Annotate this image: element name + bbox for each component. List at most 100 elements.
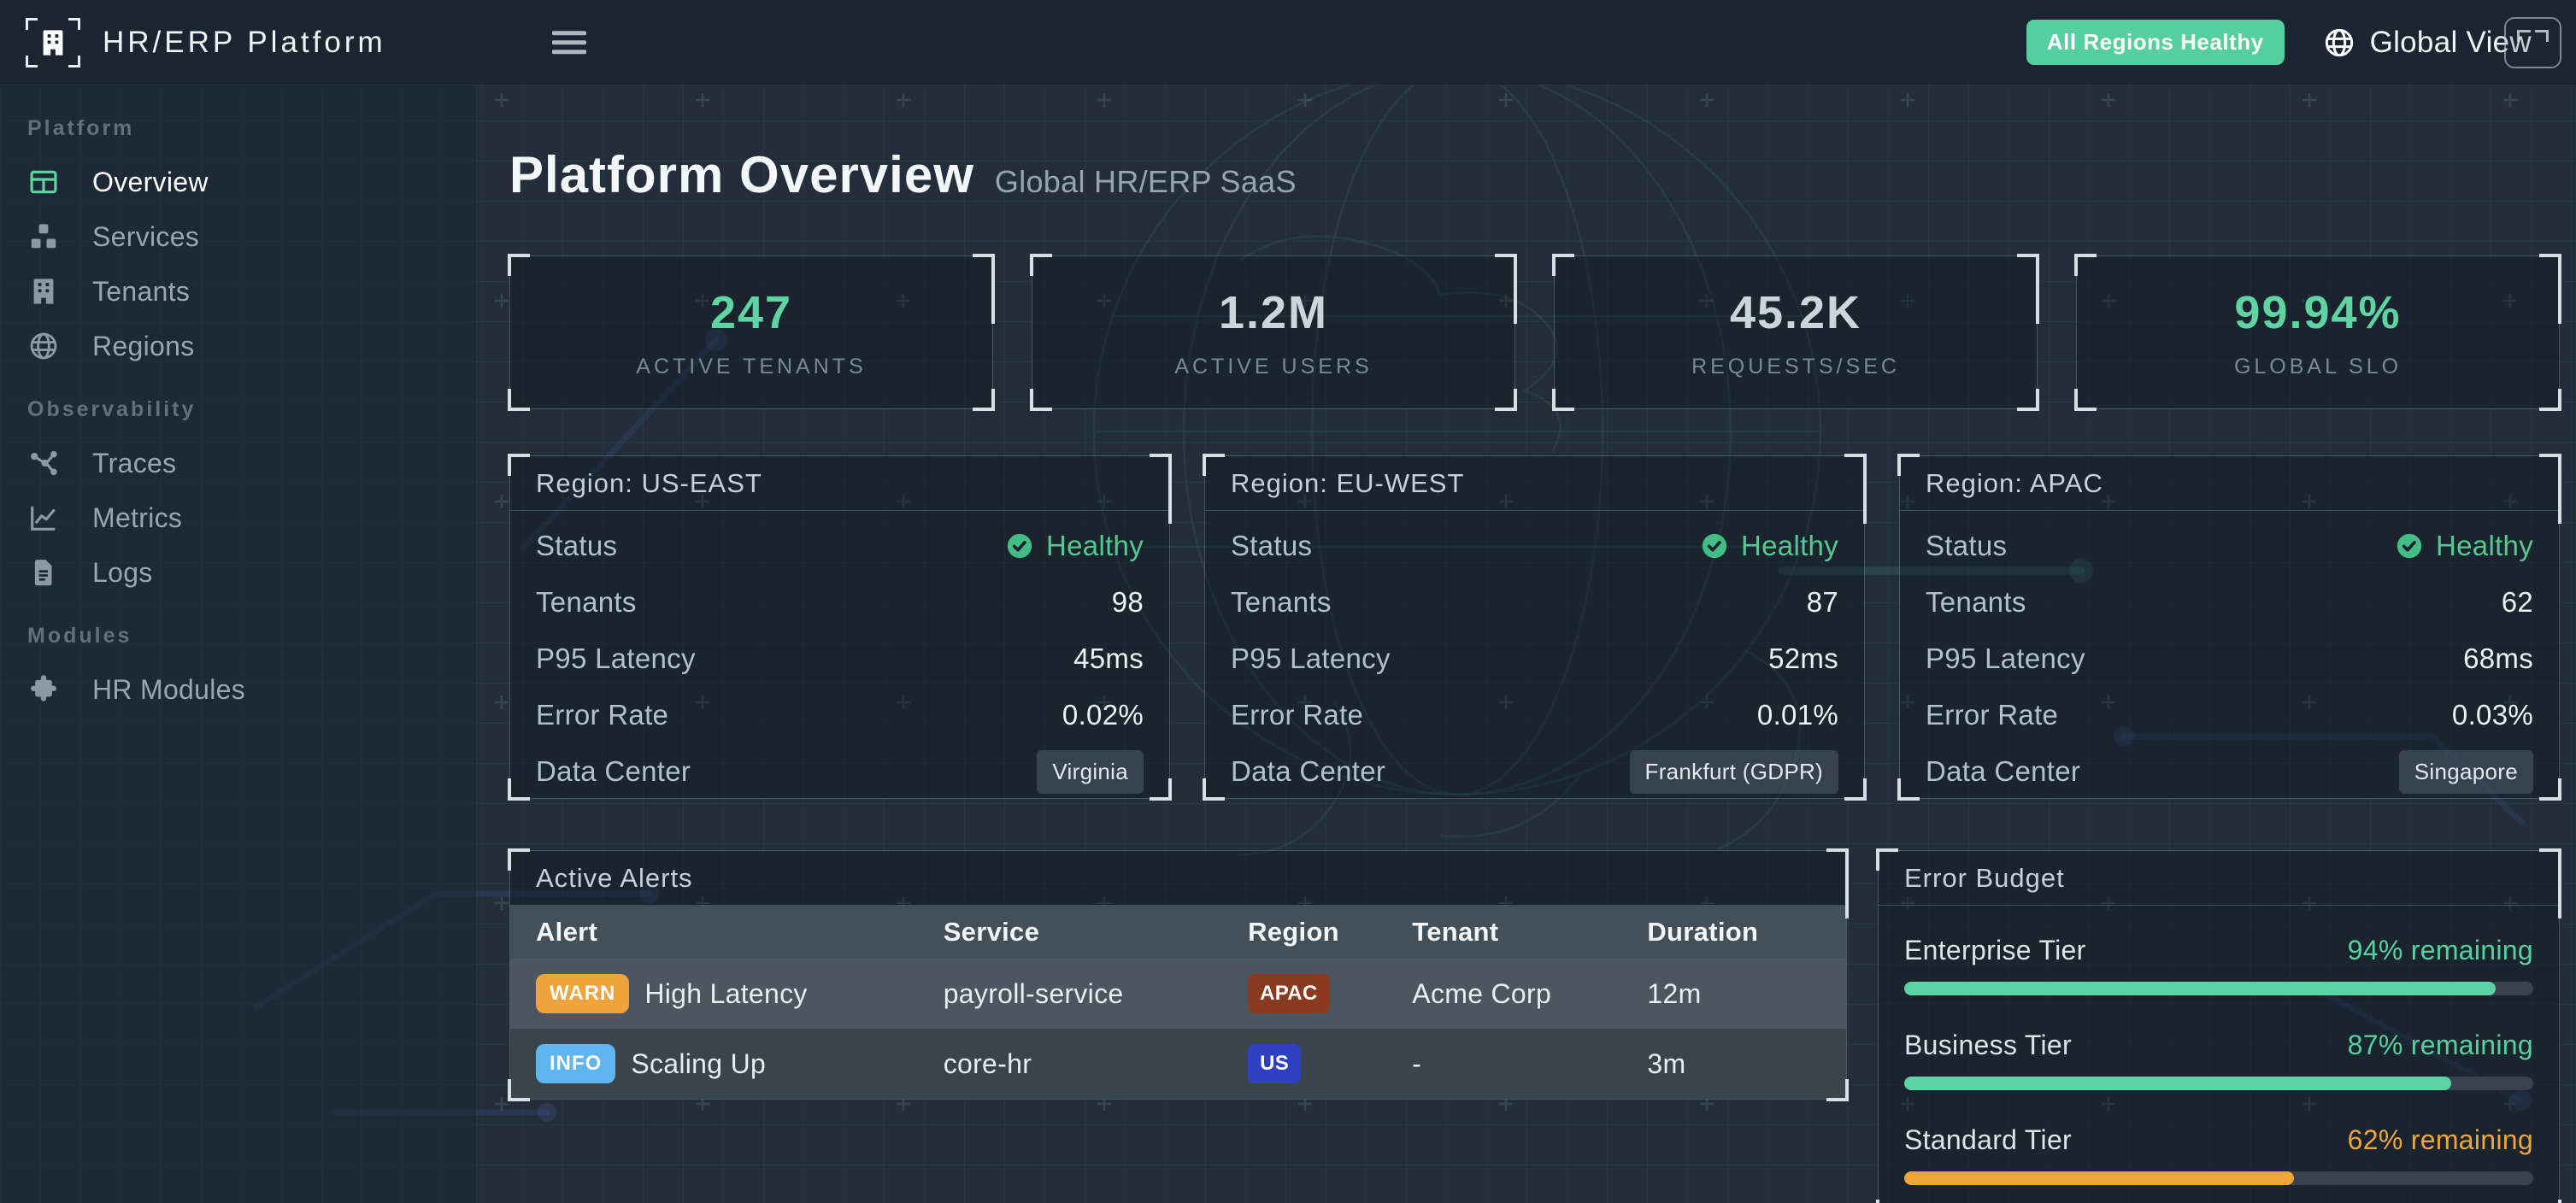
metric-label: Error Rate bbox=[1926, 699, 2059, 731]
tenant-cell: - bbox=[1412, 1047, 1422, 1079]
progress-track bbox=[1904, 982, 2533, 995]
frame-corner bbox=[2074, 389, 2097, 411]
frame-corner bbox=[1495, 254, 1517, 324]
overlay-widget[interactable] bbox=[2504, 17, 2561, 68]
app-title: HR/ERP Platform bbox=[103, 25, 386, 59]
sidebar-item-logs[interactable]: Logs bbox=[0, 545, 476, 600]
stat-label: ACTIVE TENANTS bbox=[636, 354, 867, 379]
metric-value: 98 bbox=[1111, 586, 1144, 618]
page-subtitle: Global HR/ERP SaaS bbox=[994, 164, 1297, 199]
menu-icon[interactable] bbox=[552, 26, 586, 60]
metric-label: Data Center bbox=[1231, 755, 1386, 787]
alert-name: Scaling Up bbox=[631, 1047, 767, 1079]
region-metric-row: Status Healthy bbox=[536, 518, 1144, 574]
frame-corner bbox=[68, 17, 80, 30]
sidebar-item-label: Services bbox=[92, 220, 200, 252]
file-lines-icon bbox=[27, 556, 60, 589]
stat-value: 247 bbox=[709, 286, 793, 338]
region-cell: US bbox=[1222, 1029, 1386, 1099]
region-metric-row: Error Rate 0.02% bbox=[536, 687, 1144, 743]
frame-corner bbox=[973, 254, 995, 324]
sidebar-item-label: Tenants bbox=[92, 275, 191, 307]
stat-label: GLOBAL SLO bbox=[2233, 354, 2403, 379]
metric-value: 62 bbox=[2501, 586, 2533, 618]
stats-row: 247 ACTIVE TENANTS 1.2M ACTIVE USERS 45.2K RE… bbox=[508, 254, 2561, 411]
active-alerts-card: Active Alerts Alert Service Region Tenant Du… bbox=[508, 848, 1849, 1101]
sidebar-item-overview[interactable]: Overview bbox=[0, 155, 476, 209]
metric-label: Status bbox=[1231, 530, 1313, 561]
region-badge: APAC bbox=[1248, 974, 1330, 1013]
status-value: Healthy bbox=[2395, 530, 2533, 562]
check-circle-icon bbox=[1700, 531, 1729, 560]
globe-icon bbox=[27, 330, 60, 362]
sidebar-item-metrics[interactable]: Metrics bbox=[0, 490, 476, 545]
alert-cell: WARN High Latency bbox=[510, 959, 918, 1029]
grid-icon bbox=[27, 166, 60, 198]
check-circle-icon bbox=[1005, 531, 1034, 560]
region-metric-row: Data Center Virginia bbox=[536, 743, 1144, 800]
region-metric-row: Status Healthy bbox=[1231, 518, 1838, 574]
alerts-table: Alert Service Region Tenant Duration WARN Hig… bbox=[510, 906, 1846, 1099]
error-budget-card: Error Budget Enterprise Tier 94% remainin… bbox=[1876, 848, 2561, 1203]
region-card: Region: EU-WEST Status Healthy Tenants 87 P95… bbox=[1203, 454, 1867, 801]
tier-label: Enterprise Tier bbox=[1904, 935, 2086, 965]
column-header: Service bbox=[943, 917, 1040, 947]
sidebar-item-label: Overview bbox=[92, 166, 209, 197]
tier-remaining: 94% remaining bbox=[2347, 935, 2533, 965]
metric-value: 0.03% bbox=[2451, 699, 2533, 731]
column-header: Tenant bbox=[1412, 917, 1499, 947]
frame-corner bbox=[2539, 389, 2561, 411]
sidebar-section-label: Observability bbox=[27, 397, 197, 421]
sidebar-item-regions[interactable]: Regions bbox=[0, 319, 476, 373]
frame-corner bbox=[973, 389, 995, 411]
frame-corner bbox=[1495, 389, 1517, 411]
frame-corner bbox=[1552, 254, 1574, 276]
metric-value: 52ms bbox=[1768, 643, 1838, 674]
metric-label: Tenants bbox=[1231, 586, 1332, 618]
data-center-badge: Frankfurt (GDPR) bbox=[1629, 749, 1838, 794]
metric-label: P95 Latency bbox=[1231, 643, 1391, 674]
region-card-body: Status Healthy Tenants 62 P95 Latency 68ms Err… bbox=[1900, 511, 2559, 800]
region-card-body: Status Healthy Tenants 98 P95 Latency 45ms Err… bbox=[510, 511, 1169, 800]
sidebar-item-tenants[interactable]: Tenants bbox=[0, 264, 476, 319]
page-title: Platform Overview bbox=[509, 146, 974, 203]
region-metric-row: Tenants 87 bbox=[1231, 574, 1838, 631]
region-card-title: Region: US-EAST bbox=[510, 456, 1169, 511]
sidebar-item-traces[interactable]: Traces bbox=[0, 436, 476, 490]
status-value: Healthy bbox=[1700, 530, 1838, 562]
budget-tier: Standard Tier 62% remaining bbox=[1904, 1124, 2533, 1185]
metric-label: P95 Latency bbox=[536, 643, 696, 674]
frame-corner bbox=[508, 254, 530, 276]
check-circle-icon bbox=[2395, 531, 2424, 560]
status-text: Healthy bbox=[2436, 530, 2533, 561]
main-content: Platform Overview Global HR/ERP SaaS 247… bbox=[477, 85, 2576, 1203]
column-header: Duration bbox=[1647, 917, 1759, 947]
stat-card: 247 ACTIVE TENANTS bbox=[508, 254, 995, 411]
region-metric-row: Tenants 62 bbox=[1926, 574, 2533, 631]
budget-tier-top: Business Tier 87% remaining bbox=[1904, 1030, 2533, 1061]
stat-label: REQUESTS/SEC bbox=[1691, 354, 1900, 379]
sidebar-item-label: Regions bbox=[92, 330, 195, 361]
sidebar-item-hr-modules[interactable]: HR Modules bbox=[0, 662, 476, 717]
severity-badge: INFO bbox=[536, 1044, 616, 1083]
alert-row[interactable]: INFO Scaling Up core-hr US - 3m bbox=[510, 1029, 1846, 1099]
frame-corner bbox=[1030, 254, 1052, 276]
frame-corner bbox=[2539, 1200, 2561, 1203]
app-logo bbox=[26, 17, 80, 67]
frame-corner bbox=[68, 55, 80, 67]
metric-value: 45ms bbox=[1073, 643, 1144, 674]
alert-row[interactable]: WARN High Latency payroll-service APAC Acme … bbox=[510, 959, 1846, 1029]
budget-tier-top: Standard Tier 62% remaining bbox=[1904, 1124, 2533, 1156]
sidebar-item-services[interactable]: Services bbox=[0, 209, 476, 264]
region-card-title: Region: EU-WEST bbox=[1205, 456, 1864, 511]
column-header: Region bbox=[1248, 917, 1339, 947]
region-metric-row: P95 Latency 52ms bbox=[1231, 631, 1838, 687]
budget-body: Enterprise Tier 94% remaining Business Tie… bbox=[1879, 906, 2559, 1185]
frame-corner bbox=[2017, 254, 2039, 324]
frame-corner bbox=[1876, 1200, 1898, 1203]
region-cell: APAC bbox=[1222, 959, 1386, 1029]
regions-row: Region: US-EAST Status Healthy Tenants 98 P95… bbox=[508, 454, 2561, 801]
global-view-button[interactable]: Global View bbox=[2322, 26, 2532, 60]
alerts-table-body: WARN High Latency payroll-service APAC Acme … bbox=[510, 959, 1846, 1099]
sidebar-item-label: HR Modules bbox=[92, 673, 246, 705]
